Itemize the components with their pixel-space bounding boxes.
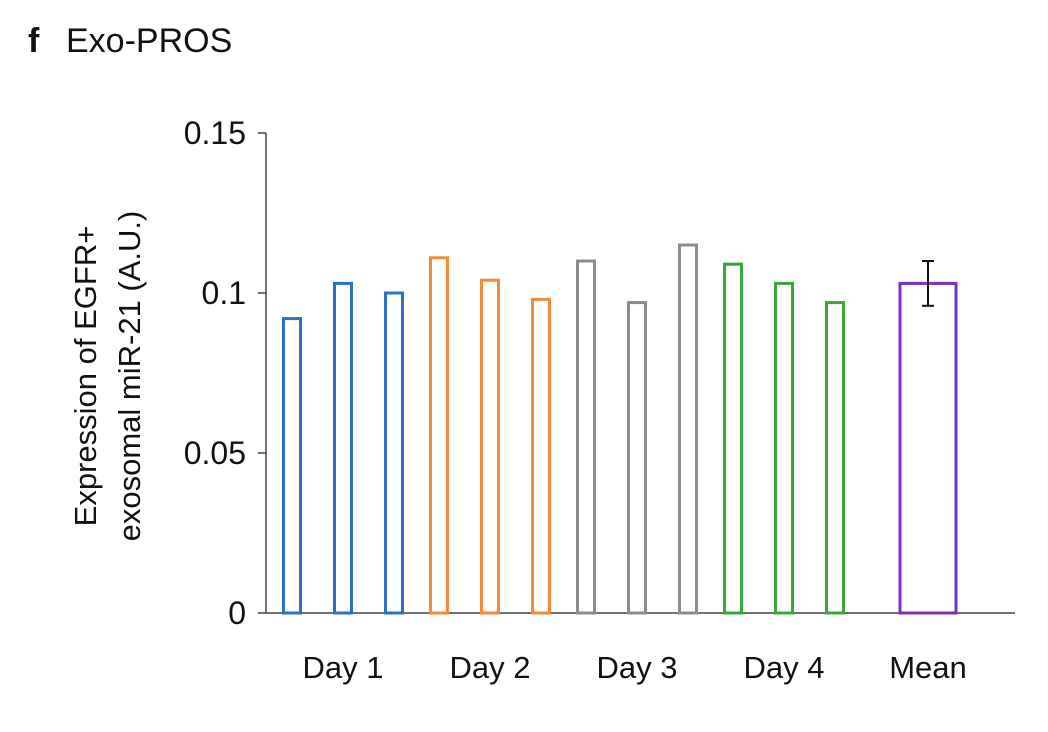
bar-day-3-1 <box>576 259 596 615</box>
x-category-label: Day 3 <box>597 650 678 685</box>
bar-day-2-1 <box>429 256 449 615</box>
x-category-label: Day 4 <box>744 650 825 685</box>
bar-day-1-3 <box>384 291 404 615</box>
y-axis-label-line2: exosomal miR-21 (A.U.) <box>112 211 147 542</box>
bar-day-3-2 <box>627 301 647 615</box>
bar-day-4-3 <box>825 301 845 615</box>
bar-day-2-2 <box>480 278 500 615</box>
x-category-label: Mean <box>889 650 967 685</box>
x-category-label: Day 1 <box>303 650 384 685</box>
y-tick-label: 0 <box>228 595 246 631</box>
bar-day-1-2 <box>333 281 353 615</box>
y-axis-label-line1: Expression of EGFR+ <box>68 226 103 527</box>
bars <box>282 243 958 615</box>
bar-day-3-3 <box>678 243 698 615</box>
y-tick-label: 0.15 <box>184 115 246 151</box>
bar-day-1-1 <box>282 317 302 615</box>
panel-letter: f <box>28 22 40 60</box>
panel-title: Exo-PROS <box>66 22 233 60</box>
y-tick-label: 0.1 <box>202 275 246 311</box>
bar-mean-1 <box>898 281 958 615</box>
axes: 0 0.05 0.1 0.15 Day 1 Day 2 Day 3 Day 4 Mean <box>184 115 1015 685</box>
bar-day-4-2 <box>774 281 794 615</box>
x-category-label: Day 2 <box>450 650 531 685</box>
y-tick-label: 0.05 <box>184 435 246 471</box>
bar-day-4-1 <box>723 262 743 615</box>
bar-day-2-3 <box>531 297 551 615</box>
